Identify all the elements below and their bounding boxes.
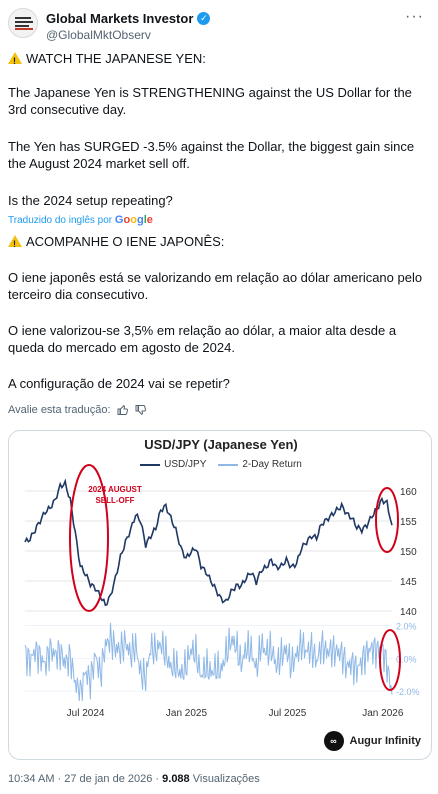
- return-tick-label: -2.0%: [396, 687, 420, 697]
- chart-legend: USD/JPY 2-Day Return: [9, 459, 431, 470]
- thumbs-down-icon[interactable]: [135, 404, 147, 416]
- warning-icon: [8, 235, 22, 253]
- x-tick-label: Jul 2025: [268, 708, 306, 719]
- x-tick-label: Jan 2026: [362, 708, 404, 719]
- rate-translation: Avalie esta tradução:: [8, 404, 147, 416]
- tweet-line-3: The Yen has SURGED -3.5% against the Dol…: [8, 139, 415, 171]
- annotation-label-line1: 2024 AUGUST: [88, 485, 142, 494]
- author-handle[interactable]: @GlobalMktObserv: [46, 28, 151, 42]
- tweet-line-2: The Japanese Yen is STRENGTHENING agains…: [8, 85, 412, 117]
- tweet-meta: 10:34 AM · 27 de jan de 2026 · 9.088 Vis…: [8, 773, 260, 785]
- price-tick-label: 160: [400, 487, 417, 498]
- tweet-time[interactable]: 10:34 AM: [8, 773, 55, 785]
- current-price-ellipse: [375, 487, 399, 553]
- author-name[interactable]: Global Markets Investor: [46, 11, 194, 26]
- translation-line-1: ACOMPANHE O IENE JAPONÊS:: [8, 233, 433, 253]
- tweet-line-4: Is the 2024 setup repeating?: [8, 193, 173, 208]
- return-series-line: [24, 622, 393, 702]
- translation-line-2: O iene japonês está se valorizando em re…: [8, 270, 423, 302]
- tweet-line-1: WATCH THE JAPANESE YEN:: [8, 50, 433, 70]
- x-tick-label: Jul 2024: [67, 708, 105, 719]
- views-label: Visualizações: [192, 773, 260, 785]
- infinity-icon: ∞: [323, 731, 344, 751]
- sell-off-ellipse: [69, 464, 109, 612]
- x-tick-label: Jan 2025: [166, 708, 208, 719]
- legend-usdjpy: USD/JPY: [140, 459, 206, 470]
- price-tick-label: 150: [400, 547, 417, 558]
- augur-brand: ∞ Augur Infinity: [323, 731, 421, 751]
- tweet-date[interactable]: 27 de jan de 2026: [64, 773, 153, 785]
- plot-area: [25, 479, 392, 701]
- verified-badge-icon: ✓: [197, 12, 211, 25]
- warning-icon: [8, 52, 22, 70]
- thumbs-up-icon[interactable]: [117, 404, 129, 416]
- chart-title: USD/JPY (Japanese Yen): [144, 437, 298, 452]
- tweet-header: Global Markets Investor ✓ @GlobalMktObse…: [8, 8, 430, 42]
- current-return-ellipse: [379, 629, 401, 691]
- translation-line-4: A configuração de 2024 vai se repetir?: [8, 376, 230, 391]
- chart-image[interactable]: USD/JPY (Japanese Yen) USD/JPY 2-Day Ret…: [8, 430, 432, 760]
- chart-plot: 160 155 150 145 140 2.0% 0.0% -2.0% Jul 2024 Jan …: [24, 464, 420, 719]
- google-logo: Google: [114, 214, 153, 226]
- usdjpy-series-line: [24, 478, 393, 607]
- translated-by-google[interactable]: Traduzido do inglês por Google: [8, 214, 153, 226]
- price-tick-label: 155: [400, 517, 417, 528]
- translation-line-3: O iene valorizou-se 3,5% em relação ao d…: [8, 323, 397, 355]
- author-name-row[interactable]: Global Markets Investor ✓: [46, 11, 211, 26]
- return-tick-label: 2.0%: [396, 622, 417, 632]
- price-tick-label: 140: [400, 607, 417, 618]
- more-options-icon[interactable]: ···: [405, 8, 424, 25]
- price-tick-label: 145: [400, 577, 417, 588]
- views-count: 9.088: [162, 773, 190, 785]
- annotation-label-line2: SELL-OFF: [95, 496, 134, 505]
- avatar[interactable]: [8, 8, 38, 38]
- legend-2day-return: 2-Day Return: [218, 459, 302, 470]
- return-tick-label: 0.0%: [396, 654, 417, 664]
